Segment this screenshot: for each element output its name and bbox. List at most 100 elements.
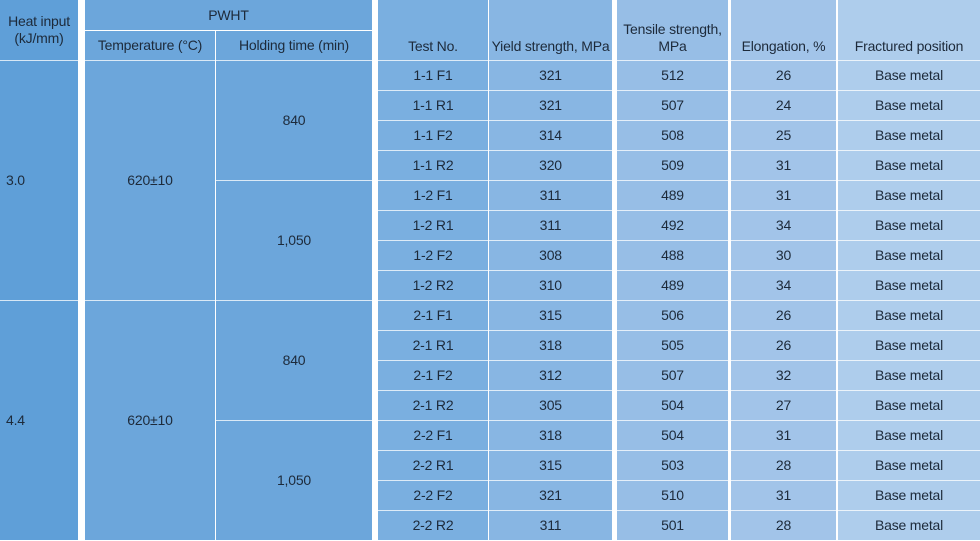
header-holding-time: Holding time (min) (216, 31, 372, 60)
holding-time-cell: 1,050 (216, 180, 372, 300)
row-divider (378, 390, 980, 391)
temperature-cell: 620±10 (85, 300, 215, 540)
fractured-position-cell: Base metal (838, 420, 980, 450)
tensile-strength-cell: 512 (617, 60, 728, 90)
row-divider (0, 60, 980, 61)
fractured-position-cell: Base metal (838, 60, 980, 90)
test-no-cell: 1-1 F1 (378, 60, 488, 90)
fractured-position-cell: Base metal (838, 330, 980, 360)
fractured-position-cell: Base metal (838, 360, 980, 390)
elongation-cell: 27 (731, 390, 836, 420)
tensile-strength-cell: 509 (617, 150, 728, 180)
row-divider (378, 330, 980, 331)
fractured-position-cell: Base metal (838, 450, 980, 480)
yield-strength-cell: 320 (489, 150, 612, 180)
yield-strength-cell: 305 (489, 390, 612, 420)
fractured-position-cell: Base metal (838, 300, 980, 330)
row-divider (378, 450, 980, 451)
elongation-cell: 31 (731, 150, 836, 180)
row-divider (216, 420, 980, 421)
holding-time-cell: 1,050 (216, 420, 372, 540)
tensile-strength-cell: 489 (617, 270, 728, 300)
elongation-cell: 31 (731, 180, 836, 210)
fractured-position-cell: Base metal (838, 510, 980, 540)
header-pwht: PWHT (85, 0, 372, 30)
tensile-strength-cell: 503 (617, 450, 728, 480)
column-divider (215, 30, 216, 541)
yield-strength-cell: 312 (489, 360, 612, 390)
test-no-cell: 1-2 F1 (378, 180, 488, 210)
elongation-cell: 31 (731, 420, 836, 450)
fractured-position-cell: Base metal (838, 150, 980, 180)
test-no-cell: 1-2 R2 (378, 270, 488, 300)
tensile-strength-cell: 492 (617, 210, 728, 240)
tensile-strength-cell: 505 (617, 330, 728, 360)
heat-input-cell: 4.4 (0, 300, 78, 540)
fractured-position-cell: Base metal (838, 240, 980, 270)
elongation-cell: 34 (731, 210, 836, 240)
elongation-cell: 24 (731, 90, 836, 120)
test-no-cell: 1-2 R1 (378, 210, 488, 240)
yield-strength-cell: 318 (489, 420, 612, 450)
row-divider (378, 240, 980, 241)
yield-strength-cell: 308 (489, 240, 612, 270)
row-divider (0, 300, 980, 301)
elongation-cell: 28 (731, 510, 836, 540)
heat-input-cell: 3.0 (0, 60, 78, 300)
elongation-cell: 32 (731, 360, 836, 390)
tensile-strength-cell: 510 (617, 480, 728, 510)
row-divider (378, 360, 980, 361)
yield-strength-cell: 311 (489, 510, 612, 540)
yield-strength-cell: 314 (489, 120, 612, 150)
test-no-cell: 1-1 R1 (378, 90, 488, 120)
yield-strength-cell: 315 (489, 450, 612, 480)
fractured-position-cell: Base metal (838, 90, 980, 120)
yield-strength-cell: 321 (489, 90, 612, 120)
yield-strength-cell: 311 (489, 210, 612, 240)
header-temperature: Temperature (°C) (85, 31, 215, 60)
elongation-cell: 28 (731, 450, 836, 480)
row-divider (216, 180, 980, 181)
fractured-position-cell: Base metal (838, 120, 980, 150)
test-no-cell: 2-1 R1 (378, 330, 488, 360)
test-no-cell: 2-1 F1 (378, 300, 488, 330)
tensile-strength-cell: 507 (617, 360, 728, 390)
test-no-cell: 1-1 F2 (378, 120, 488, 150)
fractured-position-cell: Base metal (838, 180, 980, 210)
tensile-strength-cell: 508 (617, 120, 728, 150)
yield-strength-cell: 311 (489, 180, 612, 210)
elongation-cell: 26 (731, 60, 836, 90)
header-tensile: Tensile strength, MPa (617, 0, 728, 60)
elongation-cell: 26 (731, 330, 836, 360)
fractured-position-cell: Base metal (838, 210, 980, 240)
header-test: Test No. (378, 0, 488, 60)
test-no-cell: 2-2 F1 (378, 420, 488, 450)
row-divider (378, 270, 980, 271)
holding-time-cell: 840 (216, 60, 372, 180)
elongation-cell: 30 (731, 240, 836, 270)
header-heat-input: Heat input (kJ/mm) (0, 0, 78, 60)
holding-time-cell: 840 (216, 300, 372, 420)
yield-strength-cell: 321 (489, 60, 612, 90)
yield-strength-cell: 318 (489, 330, 612, 360)
tensile-strength-cell: 504 (617, 420, 728, 450)
tensile-strength-cell: 506 (617, 300, 728, 330)
header-fract: Fractured position (838, 0, 980, 60)
elongation-cell: 34 (731, 270, 836, 300)
test-no-cell: 1-2 F2 (378, 240, 488, 270)
temperature-cell: 620±10 (85, 60, 215, 300)
row-divider (378, 90, 980, 91)
fractured-position-cell: Base metal (838, 270, 980, 300)
header-yield: Yield strength, MPa (489, 0, 612, 60)
tensile-strength-cell: 504 (617, 390, 728, 420)
yield-strength-cell: 315 (489, 300, 612, 330)
row-divider (378, 120, 980, 121)
test-no-cell: 2-1 F2 (378, 360, 488, 390)
fractured-position-cell: Base metal (838, 390, 980, 420)
tensile-strength-cell: 489 (617, 180, 728, 210)
elongation-cell: 31 (731, 480, 836, 510)
yield-strength-cell: 321 (489, 480, 612, 510)
row-divider (378, 480, 980, 481)
test-no-cell: 1-1 R2 (378, 150, 488, 180)
